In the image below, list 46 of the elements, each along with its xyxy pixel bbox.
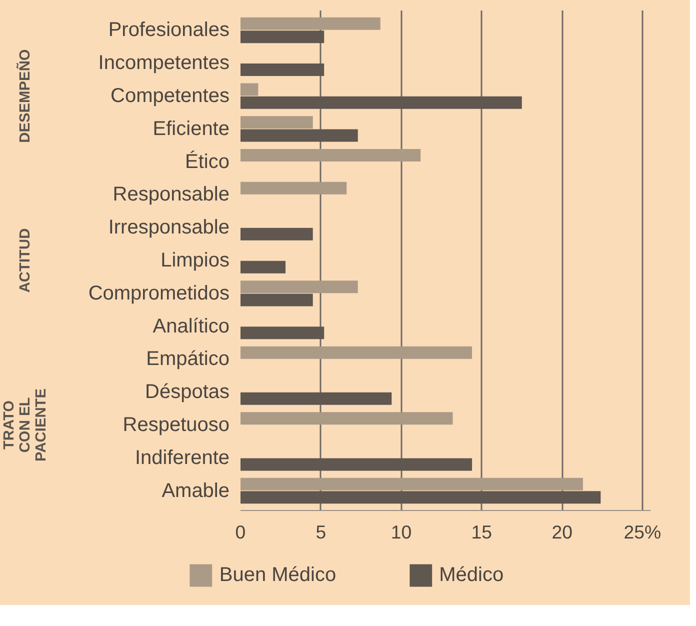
- text: ACTITUD: [18, 228, 34, 293]
- bar: [240, 294, 313, 306]
- bar: [240, 63, 324, 76]
- x-tick-label: 0: [235, 522, 246, 542]
- x-tick-label: 25%: [624, 522, 662, 542]
- text: TRATO CON EL PACIENTE: [2, 388, 50, 462]
- bar: [240, 96, 522, 109]
- y-tick-label: Competentes: [110, 85, 230, 108]
- bar: [240, 17, 380, 30]
- bar: [240, 182, 347, 194]
- y-tick-label: Indiferente: [134, 446, 230, 469]
- y-tick-label: Analítico: [152, 315, 230, 338]
- bar: [240, 346, 472, 359]
- legend-label: Médico: [439, 564, 504, 586]
- y-tick-label: Responsable: [112, 184, 230, 206]
- bar: [240, 458, 472, 471]
- y-tick-label: Incompetentes: [98, 52, 230, 74]
- y-tick-label: Amable: [162, 480, 230, 502]
- bar: [240, 148, 421, 162]
- bar: [240, 129, 358, 142]
- y-tick-label: Profesionales: [108, 19, 230, 42]
- text: DESEMPEÑO: [16, 49, 34, 143]
- x-tick-label: 15: [471, 522, 492, 542]
- bar: [240, 30, 324, 44]
- y-tick-label: Ético: [185, 150, 230, 173]
- y-tick-label: Respetuoso: [122, 414, 230, 436]
- y-tick-label: Irresponsable: [108, 216, 230, 239]
- y-tick-label: Empático: [146, 348, 230, 370]
- bar: [240, 326, 324, 340]
- x-tick-label: 10: [390, 522, 412, 542]
- y-tick-label: Limpios: [160, 250, 230, 272]
- bar: [240, 478, 583, 490]
- bar: [240, 392, 392, 405]
- y-tick-label: Comprometidos: [88, 282, 230, 304]
- bar: [240, 280, 358, 294]
- legend-label: Buen Médico: [219, 564, 336, 586]
- x-tick-label: 20: [552, 522, 572, 542]
- bar: [240, 228, 313, 240]
- bar: [240, 83, 258, 96]
- bar: [240, 260, 286, 274]
- bar: [240, 491, 601, 504]
- bar: [240, 116, 313, 129]
- bar: [240, 412, 453, 425]
- y-tick-label: Eficiente: [152, 118, 230, 140]
- x-tick-label: 5: [316, 522, 326, 542]
- y-tick-label: Déspotas: [145, 381, 230, 404]
